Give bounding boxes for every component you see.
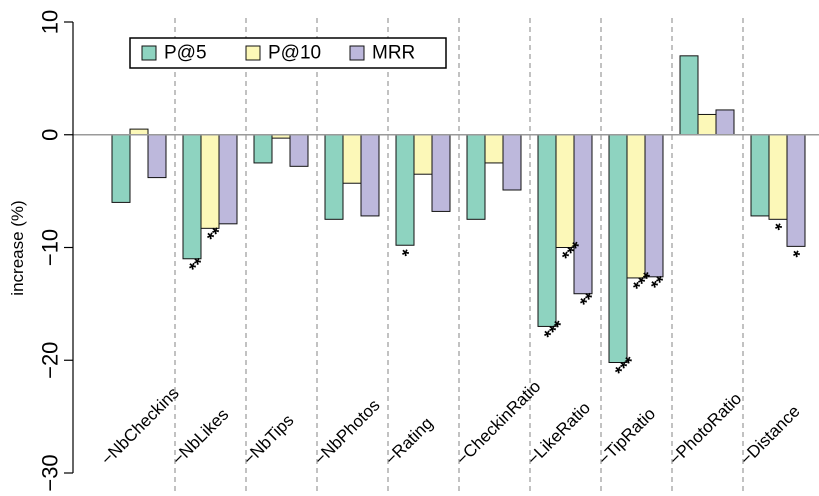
bar	[413, 134, 433, 175]
bars	[111, 55, 806, 364]
legend-label: P@5	[164, 43, 207, 64]
bar	[626, 134, 646, 279]
category-label: −NbPhotos	[310, 396, 383, 469]
category-label: −TipRatio	[594, 404, 659, 469]
y-tick-label: 10	[38, 10, 63, 34]
bar	[253, 134, 273, 164]
bar	[466, 134, 486, 220]
category-label: −Distance	[736, 402, 803, 469]
significance-label: *	[398, 245, 417, 264]
bar	[324, 134, 344, 220]
y-tick-label: −10	[38, 229, 63, 266]
bar	[644, 134, 664, 278]
bar	[679, 55, 699, 136]
bar	[768, 134, 788, 220]
bar	[111, 134, 131, 203]
legend: P@5 P@10 MRR	[129, 37, 447, 69]
bar	[786, 134, 806, 247]
legend-swatch	[349, 45, 365, 61]
bar	[395, 134, 415, 246]
bar	[484, 134, 504, 164]
bar	[360, 134, 380, 217]
bar	[289, 134, 309, 167]
significance-label: *	[789, 246, 808, 265]
bar	[218, 134, 238, 225]
legend-label: P@10	[268, 43, 321, 64]
legend-swatch	[141, 45, 157, 61]
category-label: −NbLikes	[168, 405, 232, 469]
category-label: −NbTips	[239, 411, 297, 469]
bar	[200, 134, 220, 229]
y-tick-label: −30	[38, 454, 63, 491]
legend-swatch	[245, 45, 261, 61]
bar	[608, 134, 628, 364]
bar	[555, 134, 575, 248]
y-tick-label: −20	[38, 342, 63, 379]
bar	[750, 134, 770, 217]
bar	[182, 134, 202, 260]
category-label: −PhotoRatio	[665, 389, 745, 469]
category-label: −Rating	[381, 414, 436, 469]
y-tick-label: 0	[38, 129, 63, 141]
legend-box	[129, 37, 447, 69]
bar	[129, 128, 149, 136]
grid-lines	[174, 18, 744, 492]
bar	[502, 134, 522, 191]
bar	[431, 134, 451, 212]
bar	[573, 134, 593, 295]
bar	[342, 134, 362, 184]
category-label: −LikeRatio	[523, 398, 594, 469]
category-labels: −NbCheckins−NbLikes −NbTips −NbPhotos−Rati…	[97, 377, 803, 469]
significance-labels: ** *********************	[185, 219, 808, 381]
legend-label: MRR	[372, 43, 415, 64]
bar	[147, 134, 167, 179]
y-axis-label: increase (%)	[8, 200, 27, 295]
bar	[537, 134, 557, 327]
bar	[697, 113, 717, 136]
y-axis: 10 0 −10 −20 −30	[38, 10, 74, 492]
bar	[715, 109, 735, 136]
